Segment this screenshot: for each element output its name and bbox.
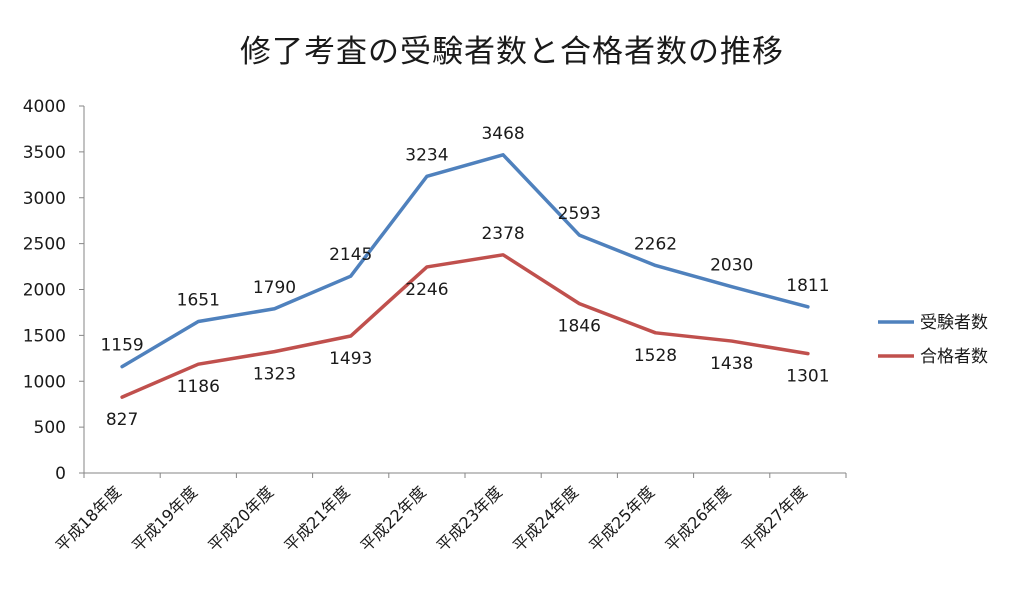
data-label-series-2: 1528 (634, 346, 677, 366)
x-tick-label: 平成24年度 (509, 482, 582, 555)
x-tick-label: 平成21年度 (280, 482, 353, 555)
data-label-series-1: 3468 (481, 124, 524, 144)
y-axis-ticks: 0 500 1000 1500 2000 2500 3000 3500 4000 (23, 97, 84, 484)
data-label-series-1: 1811 (786, 276, 829, 296)
series-lines (120, 153, 810, 399)
axes (83, 106, 846, 474)
y-tick-label: 1000 (23, 372, 66, 392)
data-label-series-1: 2593 (558, 204, 601, 224)
data-label-series-2: 1186 (177, 377, 220, 397)
data-label-series-2: 1438 (710, 354, 753, 374)
y-tick-label: 2000 (23, 281, 66, 301)
data-label-series-2: 2378 (481, 224, 524, 244)
x-tick-label: 平成19年度 (128, 482, 201, 555)
data-label-series-2: 827 (106, 410, 138, 430)
y-tick-label: 0 (55, 464, 66, 484)
data-label-series-1: 1651 (177, 291, 220, 311)
y-tick-label: 4000 (23, 97, 66, 117)
y-tick-label: 3000 (23, 189, 66, 209)
data-label-series-2: 1846 (558, 317, 601, 337)
x-tick-label: 平成25年度 (585, 482, 658, 555)
data-label-series-1: 3234 (405, 145, 448, 165)
y-tick-label: 3500 (23, 143, 66, 163)
x-axis-ticks: 平成18年度 平成19年度 平成20年度 平成21年度 平成22年度 平成23年度 平成24… (52, 473, 847, 555)
x-tick-label: 平成20年度 (204, 482, 277, 555)
x-tick-label: 平成27年度 (738, 482, 811, 555)
data-label-series-2: 1301 (786, 367, 829, 387)
data-labels: 1159 1651 1790 2145 3234 3468 2593 2262 2030 1811… (100, 124, 829, 430)
data-label-series-2: 1493 (329, 349, 372, 369)
x-tick-label: 平成22年度 (357, 482, 430, 555)
data-label-series-2: 2246 (405, 280, 448, 300)
data-label-series-1: 2145 (329, 245, 372, 265)
y-tick-label: 2500 (23, 235, 66, 255)
x-tick-label: 平成23年度 (433, 482, 506, 555)
data-label-series-1: 1790 (253, 278, 296, 298)
x-tick-label: 平成18年度 (52, 482, 125, 555)
chart-title: 修了考査の受験者数と合格者数の推移 (240, 34, 784, 70)
series-line-1 (120, 153, 810, 369)
legend-label: 受験者数 (920, 313, 988, 333)
data-label-series-1: 2030 (710, 256, 753, 276)
x-tick-label: 平成26年度 (661, 482, 734, 555)
y-tick-label: 500 (34, 418, 66, 438)
y-tick-label: 1500 (23, 326, 66, 346)
data-label-series-1: 2262 (634, 234, 677, 254)
data-label-series-1: 1159 (100, 336, 143, 356)
series-line-2 (120, 253, 810, 399)
data-label-series-2: 1323 (253, 365, 296, 385)
legend-label: 合格者数 (920, 347, 988, 367)
